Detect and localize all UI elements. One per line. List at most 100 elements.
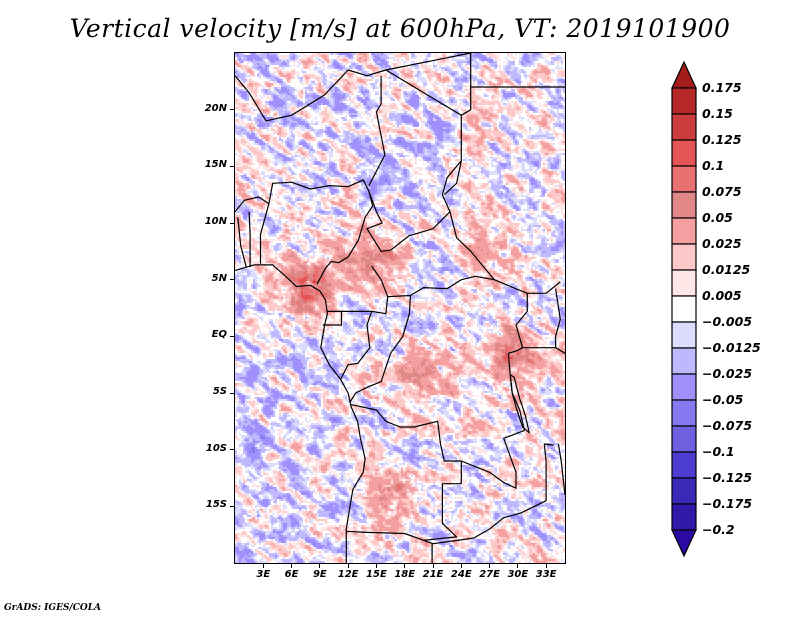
x-tick-mark bbox=[291, 563, 293, 568]
border-line bbox=[237, 217, 247, 268]
colorbar-label: −0.0125 bbox=[702, 340, 761, 355]
y-tick-label: EQ bbox=[211, 329, 227, 341]
border-line bbox=[368, 75, 386, 186]
colorbar-band bbox=[671, 269, 697, 297]
x-tick-label: 24E bbox=[450, 569, 472, 580]
country-borders bbox=[234, 52, 566, 563]
border-line bbox=[327, 265, 389, 315]
colorbar-band bbox=[671, 347, 697, 375]
y-tick-label: 20N bbox=[204, 102, 227, 114]
colorbar-label: 0.1 bbox=[702, 158, 725, 173]
y-tick-label: 15N bbox=[204, 159, 227, 171]
x-tick-mark bbox=[262, 563, 264, 568]
colorbar-band bbox=[671, 191, 697, 219]
y-tick-label: 15S bbox=[205, 499, 227, 511]
vertical-velocity-field bbox=[235, 53, 565, 563]
colorbar-band bbox=[671, 165, 697, 193]
border-line bbox=[557, 443, 566, 496]
colorbar-label: 0.125 bbox=[702, 132, 742, 147]
border-line bbox=[522, 347, 566, 354]
colorbar-band bbox=[671, 373, 697, 401]
x-tick-mark bbox=[375, 563, 377, 568]
y-tick-mark bbox=[230, 505, 235, 507]
x-tick-label: 30E bbox=[507, 569, 529, 580]
y-tick-label: 10S bbox=[205, 442, 227, 454]
x-tick-label: 21E bbox=[422, 569, 444, 580]
border-line bbox=[234, 69, 561, 294]
colorbar-extend-max bbox=[671, 60, 697, 89]
colorbar-band bbox=[671, 503, 697, 531]
colorbar-label: −0.025 bbox=[702, 366, 753, 381]
border-line bbox=[234, 179, 370, 213]
border-line bbox=[387, 275, 495, 298]
colorbar-label: −0.175 bbox=[702, 496, 753, 511]
colorbar-band bbox=[671, 295, 697, 323]
colorbar-extend-min bbox=[671, 529, 697, 558]
colorbar-label: 0.0125 bbox=[702, 262, 751, 277]
y-tick-mark bbox=[230, 279, 235, 281]
colorbar-band bbox=[671, 243, 697, 271]
y-tick-label: 10N bbox=[204, 216, 227, 227]
y-tick-mark bbox=[230, 222, 235, 224]
border-line bbox=[423, 537, 474, 545]
colorbar-label: 0.05 bbox=[702, 210, 733, 225]
x-tick-mark bbox=[347, 563, 349, 568]
x-tick-label: 3E bbox=[256, 569, 271, 580]
x-tick-label: 15E bbox=[366, 569, 387, 580]
x-tick-label: 12E bbox=[337, 569, 359, 580]
y-tick-mark bbox=[230, 165, 235, 167]
chart-title: Vertical velocity [m/s] at 600hPa, VT: 2… bbox=[69, 14, 731, 43]
border-line bbox=[461, 293, 528, 489]
border-line bbox=[366, 191, 451, 252]
map-plot-area bbox=[234, 52, 566, 563]
border-line bbox=[443, 160, 462, 196]
border-line bbox=[316, 191, 374, 285]
colorbar-label: −0.1 bbox=[702, 444, 735, 459]
colorbar bbox=[671, 60, 697, 558]
y-tick-mark bbox=[230, 449, 235, 451]
x-tick-mark bbox=[517, 563, 519, 568]
colorbar-band bbox=[671, 113, 697, 141]
x-tick-mark bbox=[432, 563, 434, 568]
x-tick-mark bbox=[489, 563, 491, 568]
x-tick-mark bbox=[319, 563, 321, 568]
colorbar-label: −0.075 bbox=[702, 418, 753, 433]
x-tick-label: 27E bbox=[479, 569, 500, 580]
border-line bbox=[473, 443, 554, 539]
border-line bbox=[509, 374, 530, 434]
colorbar-label: −0.125 bbox=[702, 470, 753, 485]
y-tick-label: 5S bbox=[212, 386, 227, 397]
colorbar-band bbox=[671, 451, 697, 479]
border-line bbox=[248, 211, 251, 268]
colorbar-label: −0.2 bbox=[702, 522, 735, 537]
x-tick-mark bbox=[460, 563, 462, 568]
border-line bbox=[555, 288, 561, 348]
x-tick-label: 18E bbox=[394, 569, 416, 580]
colorbar-label: −0.005 bbox=[702, 314, 753, 329]
colorbar-band bbox=[671, 139, 697, 167]
border-line bbox=[322, 311, 343, 326]
y-tick-mark bbox=[230, 335, 235, 337]
x-tick-mark bbox=[545, 563, 547, 568]
x-tick-label: 6E bbox=[284, 569, 299, 580]
colorbar-label: 0.075 bbox=[702, 184, 742, 199]
y-tick-mark bbox=[230, 109, 235, 111]
footer-credit: GrADS: IGES/COLA bbox=[4, 603, 102, 613]
colorbar-band bbox=[671, 425, 697, 453]
colorbar-band bbox=[671, 217, 697, 245]
y-tick-label: 5N bbox=[211, 272, 227, 284]
colorbar-label: 0.175 bbox=[702, 80, 742, 95]
colorbar-label: 0.025 bbox=[702, 236, 742, 251]
border-line bbox=[385, 52, 472, 116]
colorbar-label: −0.05 bbox=[702, 392, 744, 407]
x-tick-label: 33E bbox=[535, 569, 557, 580]
x-tick-label: 9E bbox=[312, 569, 327, 580]
border-line bbox=[349, 295, 411, 403]
colorbar-band bbox=[671, 321, 697, 349]
y-tick-mark bbox=[230, 392, 235, 394]
colorbar-band bbox=[671, 399, 697, 427]
border-line bbox=[234, 264, 366, 563]
colorbar-label: 0.15 bbox=[702, 106, 733, 121]
border-line bbox=[340, 311, 373, 380]
colorbar-band bbox=[671, 477, 697, 505]
